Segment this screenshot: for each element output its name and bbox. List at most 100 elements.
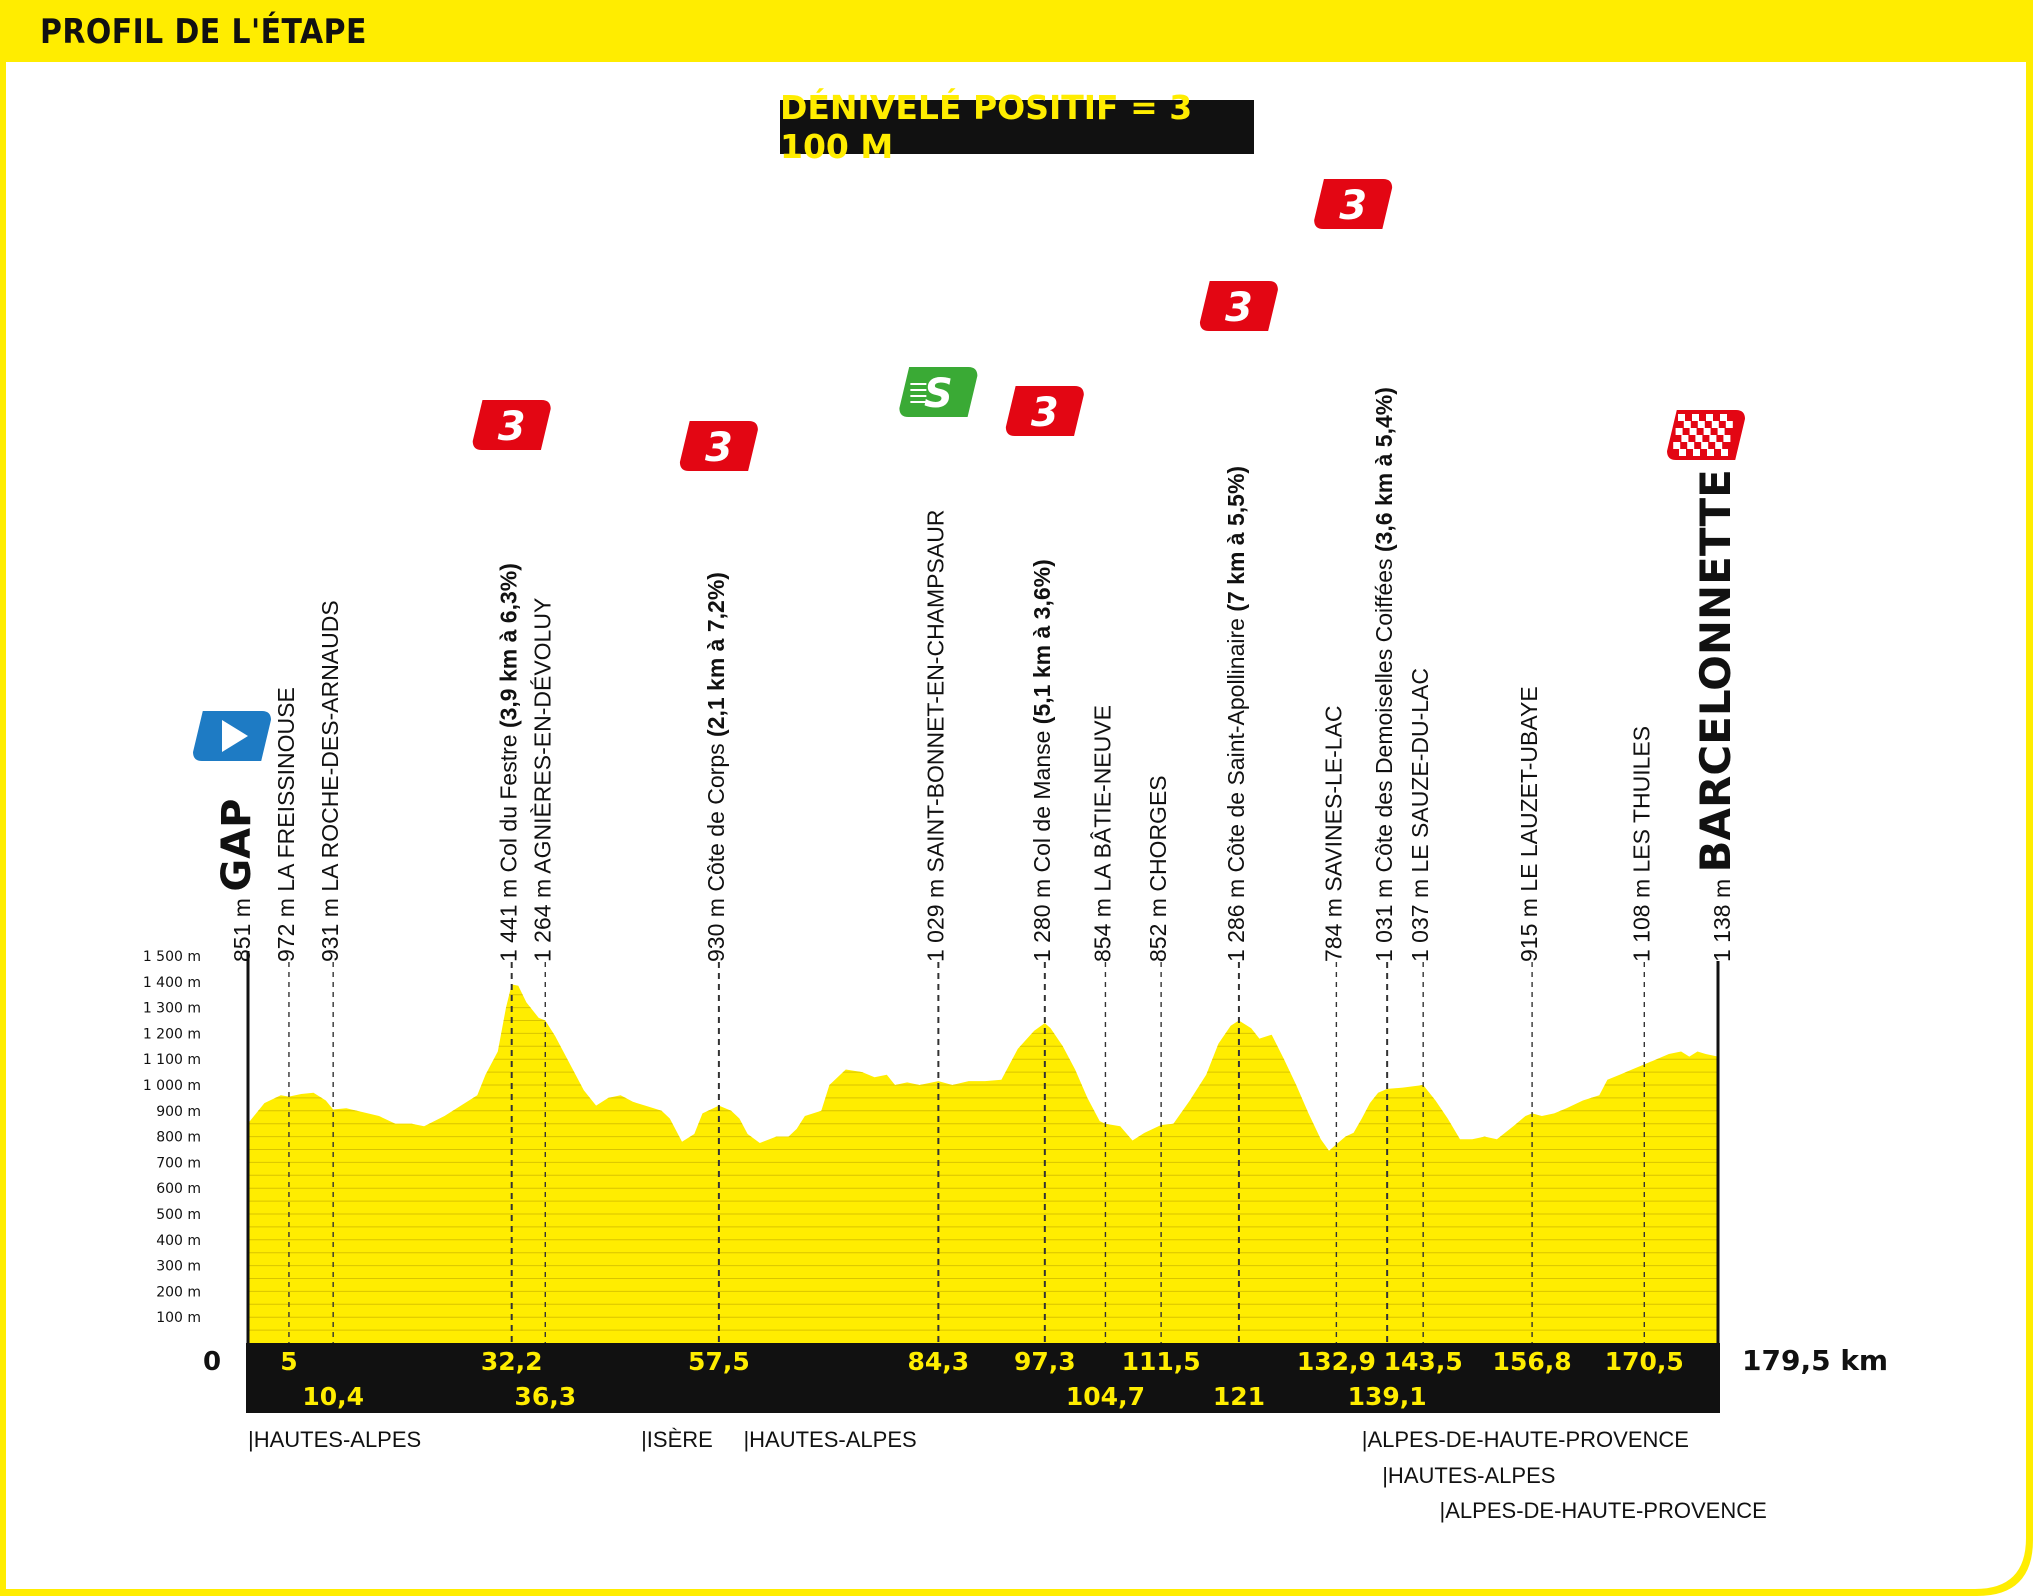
- km-label: 139,1: [1348, 1382, 1427, 1411]
- waypoint-label: 1 138 m BARCELONNETTE: [1691, 469, 1740, 962]
- waypoint-label: 851 m GAP: [214, 799, 260, 962]
- waypoint-name: LA BÂTIE-NEUVE: [1089, 705, 1115, 892]
- waypoint-altitude: 1 037 m: [1407, 873, 1433, 963]
- waypoint-climb-detail: (3,6 km à 5,4%): [1371, 387, 1397, 558]
- waypoint-name: SAVINES-LE-LAC: [1320, 705, 1346, 891]
- km-label: 97,3: [1014, 1347, 1076, 1376]
- waypoint-name: LA FREISSINOUSE: [273, 687, 299, 892]
- checker-cell: [1689, 428, 1697, 435]
- waypoint-name: CHORGES: [1145, 775, 1171, 891]
- checker-cell: [1673, 442, 1681, 449]
- checker-cell: [1679, 449, 1686, 456]
- climb-category-badge: [1312, 177, 1395, 231]
- climb-category-badge: [677, 419, 760, 473]
- badge-text: 3: [1339, 183, 1367, 229]
- waypoint-altitude: 1 280 m: [1029, 873, 1055, 963]
- checker-cell: [1709, 435, 1717, 442]
- km-labels: 0 510,4 32,2 36,3 57,5 84,3 97,3 104,7 111,5 121 1…: [203, 1344, 1888, 1411]
- checker-cell: [1687, 442, 1695, 449]
- y-tick-label: 200 m: [156, 1284, 201, 1300]
- waypoint-altitude: 1 138 m: [1709, 873, 1735, 963]
- waypoint-altitude: 1 441 m: [496, 873, 522, 963]
- waypoint-name: Col de Manse: [1029, 731, 1055, 873]
- checker-cell: [1717, 428, 1725, 435]
- y-tick-label: 1 400 m: [143, 975, 201, 991]
- y-tick-label: 1 300 m: [143, 1001, 201, 1017]
- department-labels: |HAUTES-ALPES |ISÈRE |HAUTES-ALPES |ALPES-D…: [248, 1427, 1767, 1523]
- waypoint-altitude: 931 m: [317, 892, 343, 962]
- checker-cell: [1723, 435, 1731, 442]
- waypoint-name: Col du Festre: [496, 734, 522, 872]
- sprint-badge: [897, 365, 980, 419]
- y-tick-label: 900 m: [156, 1104, 201, 1120]
- km-band: [246, 1343, 1720, 1413]
- department-label: |ALPES-DE-HAUTE-PROVENCE: [1362, 1427, 1689, 1452]
- badge-text: 3: [1225, 285, 1253, 331]
- waypoint-name: LES THUILES: [1628, 726, 1654, 873]
- waypoint-label: 972 m LA FREISSINOUSE: [273, 687, 299, 962]
- checker-cell: [1707, 449, 1714, 456]
- play-icon: [222, 720, 248, 752]
- department-label: |HAUTES-ALPES: [248, 1427, 421, 1452]
- waypoint-altitude: 851 m: [229, 892, 255, 962]
- checker-cell: [1703, 428, 1711, 435]
- km-label: 156,8: [1493, 1347, 1572, 1376]
- y-tick-label: 1 200 m: [143, 1026, 201, 1042]
- waypoint-label: 1 108 m LES THUILES: [1628, 726, 1654, 962]
- waypoint-altitude: 784 m: [1320, 892, 1346, 962]
- waypoint-name: SAINT-BONNET-EN-CHAMPSAUR: [922, 510, 948, 873]
- elevation-profile-area: [248, 984, 1718, 1343]
- waypoint-altitude: 1 108 m: [1628, 873, 1654, 963]
- y-tick-label: 1 000 m: [143, 1078, 201, 1094]
- km-label: 32,2: [481, 1347, 543, 1376]
- checker-cell: [1693, 449, 1700, 456]
- department-label: |HAUTES-ALPES: [743, 1427, 916, 1452]
- waypoint-altitude: 915 m: [1516, 892, 1542, 962]
- y-tick-label: 500 m: [156, 1207, 201, 1223]
- badge-text: 3: [705, 425, 733, 471]
- checker-cell: [1681, 435, 1689, 442]
- waypoint-label: 784 m SAVINES-LE-LAC: [1320, 705, 1346, 962]
- waypoint-leaders: [288, 962, 1645, 1413]
- checker-cell: [1697, 421, 1705, 428]
- waypoint-name: GAP: [214, 799, 260, 892]
- checker-cell: [1675, 428, 1683, 435]
- km-label: 179,5 km: [1742, 1344, 1888, 1377]
- y-tick-label: 300 m: [156, 1259, 201, 1275]
- km-label: 143,5: [1384, 1347, 1463, 1376]
- checker-cell: [1692, 414, 1699, 421]
- climb-category-badge: [1003, 384, 1086, 438]
- department-label: |ISÈRE: [641, 1427, 713, 1452]
- waypoint-labels: 851 m GAP 972 m LA FREISSINOUSE 931 m LA R…: [214, 387, 1740, 962]
- y-tick-label: 700 m: [156, 1155, 201, 1171]
- checker-cell: [1711, 421, 1719, 428]
- km-label: 57,5: [688, 1347, 750, 1376]
- y-tick-label: 800 m: [156, 1130, 201, 1146]
- km-label: 104,7: [1066, 1382, 1145, 1411]
- badge-text: 3: [1031, 390, 1059, 436]
- km-label: 121: [1213, 1382, 1265, 1411]
- waypoint-altitude: 972 m: [273, 892, 299, 962]
- waypoint-name: Côte de Saint-Apollinaire: [1223, 618, 1249, 872]
- waypoint-altitude: 854 m: [1089, 892, 1115, 962]
- y-axis: 100 m 200 m 300 m 400 m 500 m 600 m 700 m 800 m…: [143, 949, 1720, 1343]
- km-label: 5: [280, 1347, 297, 1376]
- waypoint-altitude: 852 m: [1145, 892, 1171, 962]
- waypoint-label: 1 280 m Col de Manse (5,1 km à 3,6%): [1029, 559, 1055, 962]
- km-label: 132,9: [1297, 1347, 1376, 1376]
- waypoint-label: 1 029 m SAINT-BONNET-EN-CHAMPSAUR: [922, 510, 948, 962]
- waypoint-label: 854 m LA BÂTIE-NEUVE: [1089, 705, 1115, 962]
- waypoint-label: 1 264 m AGNIÈRES-EN-DÉVOLUY: [529, 598, 555, 962]
- waypoint-altitude: 1 031 m: [1371, 873, 1397, 963]
- km-label: 0: [203, 1347, 221, 1377]
- waypoint-name: LE SAUZE-DU-LAC: [1407, 668, 1433, 872]
- department-label: |HAUTES-ALPES: [1382, 1463, 1555, 1488]
- waypoint-climb-detail: (3,9 km à 6,3%): [496, 563, 522, 734]
- waypoint-altitude: 1 029 m: [922, 873, 948, 963]
- waypoint-name: BARCELONNETTE: [1691, 469, 1740, 872]
- km-label: 36,3: [514, 1382, 576, 1411]
- waypoint-label: 930 m Côte de Corps (2,1 km à 7,2%): [703, 572, 729, 962]
- y-tick-label: 1 100 m: [143, 1052, 201, 1068]
- elevation-gain-box: DÉNIVELÉ POSITIF = 3 100 M: [780, 88, 1254, 166]
